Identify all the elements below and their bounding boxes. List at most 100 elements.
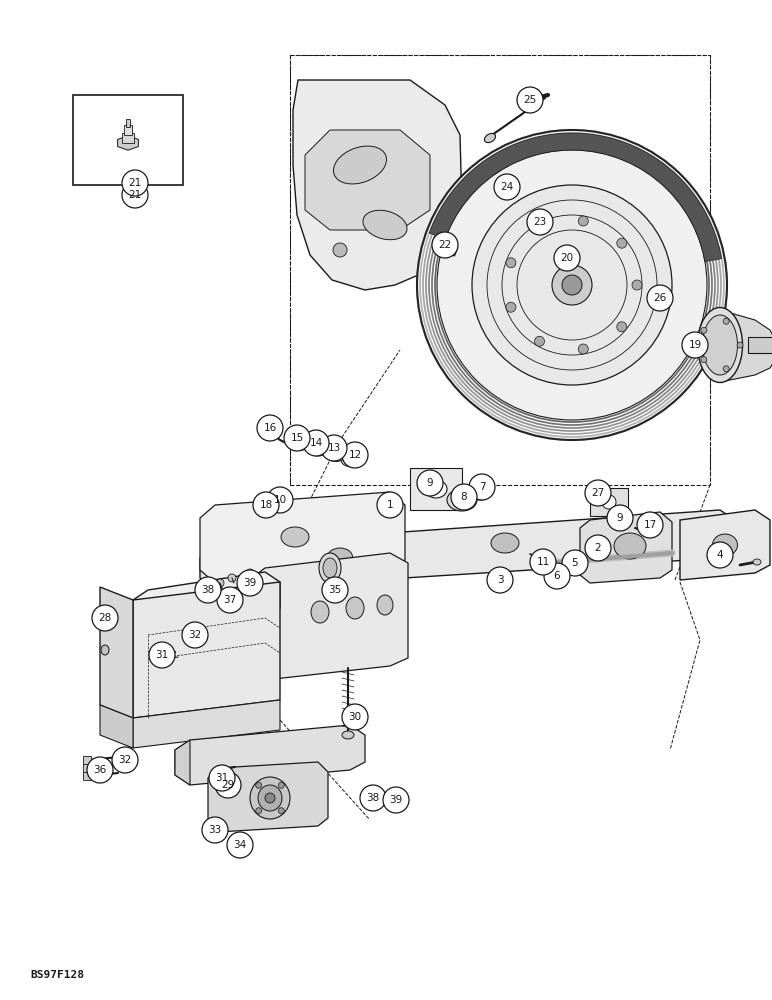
Circle shape <box>216 579 224 587</box>
Circle shape <box>647 285 673 311</box>
Polygon shape <box>580 512 672 583</box>
Polygon shape <box>100 705 133 748</box>
Ellipse shape <box>309 444 327 456</box>
Circle shape <box>530 549 556 575</box>
Circle shape <box>246 569 254 577</box>
Circle shape <box>534 224 544 234</box>
Ellipse shape <box>250 777 290 819</box>
Circle shape <box>632 280 642 290</box>
Ellipse shape <box>600 523 630 545</box>
Text: 9: 9 <box>617 513 623 523</box>
Ellipse shape <box>258 785 282 811</box>
Ellipse shape <box>713 534 737 556</box>
Text: 15: 15 <box>290 433 303 443</box>
Ellipse shape <box>334 146 387 184</box>
Text: 17: 17 <box>643 520 657 530</box>
Text: 21: 21 <box>128 178 141 188</box>
Circle shape <box>417 130 727 440</box>
Ellipse shape <box>753 559 761 565</box>
Circle shape <box>417 470 443 496</box>
Ellipse shape <box>101 645 109 655</box>
Text: 36: 36 <box>93 765 107 775</box>
Bar <box>83 772 91 780</box>
Bar <box>434 240 458 256</box>
Polygon shape <box>208 762 328 832</box>
Text: 32: 32 <box>118 755 131 765</box>
Ellipse shape <box>425 480 447 498</box>
Text: 4: 4 <box>716 550 723 560</box>
Polygon shape <box>200 492 405 583</box>
Text: 13: 13 <box>327 443 340 453</box>
Ellipse shape <box>292 440 308 450</box>
Circle shape <box>322 577 348 603</box>
Bar <box>83 764 91 772</box>
Circle shape <box>527 209 553 235</box>
Text: 11: 11 <box>537 557 550 567</box>
Text: 14: 14 <box>310 438 323 448</box>
Text: 38: 38 <box>201 585 215 595</box>
Circle shape <box>607 505 633 531</box>
Ellipse shape <box>319 553 341 583</box>
Ellipse shape <box>377 595 393 615</box>
Text: 38: 38 <box>367 793 380 803</box>
Circle shape <box>506 258 516 268</box>
Circle shape <box>279 782 284 788</box>
Ellipse shape <box>323 558 337 578</box>
Circle shape <box>723 318 730 324</box>
Text: 29: 29 <box>222 780 235 790</box>
Circle shape <box>723 366 730 372</box>
Circle shape <box>432 232 458 258</box>
Text: 39: 39 <box>389 795 403 805</box>
Ellipse shape <box>454 494 470 506</box>
Ellipse shape <box>296 442 304 448</box>
Text: 34: 34 <box>233 840 246 850</box>
Ellipse shape <box>703 315 737 375</box>
Text: 25: 25 <box>523 95 537 105</box>
Circle shape <box>122 170 148 196</box>
Bar <box>590 488 628 516</box>
Ellipse shape <box>447 489 477 511</box>
Polygon shape <box>680 510 770 580</box>
Circle shape <box>562 550 588 576</box>
Circle shape <box>554 245 580 271</box>
Bar <box>73 95 183 185</box>
Ellipse shape <box>346 597 364 619</box>
Ellipse shape <box>274 489 286 498</box>
Circle shape <box>112 747 138 773</box>
Circle shape <box>360 785 386 811</box>
Circle shape <box>578 216 588 226</box>
Polygon shape <box>133 582 280 718</box>
Ellipse shape <box>467 480 493 500</box>
Bar <box>262 422 278 434</box>
Ellipse shape <box>602 495 616 509</box>
Circle shape <box>701 357 707 363</box>
Circle shape <box>451 484 477 510</box>
Polygon shape <box>429 133 722 262</box>
Circle shape <box>253 492 279 518</box>
Bar <box>83 756 91 764</box>
Circle shape <box>469 474 495 500</box>
Bar <box>748 337 772 353</box>
Polygon shape <box>133 700 280 748</box>
Ellipse shape <box>485 133 496 143</box>
Text: 28: 28 <box>98 613 112 623</box>
Ellipse shape <box>347 456 357 464</box>
Polygon shape <box>175 725 365 785</box>
Circle shape <box>149 642 175 668</box>
Polygon shape <box>710 310 772 382</box>
Circle shape <box>267 487 293 513</box>
Circle shape <box>257 415 283 441</box>
Polygon shape <box>252 553 408 680</box>
Ellipse shape <box>341 453 363 467</box>
Circle shape <box>202 817 228 843</box>
Circle shape <box>377 492 403 518</box>
Text: 33: 33 <box>208 825 222 835</box>
Circle shape <box>383 787 409 813</box>
Text: 16: 16 <box>263 423 276 433</box>
Ellipse shape <box>363 210 407 240</box>
Text: BS97F128: BS97F128 <box>30 970 84 980</box>
Bar <box>126 119 130 127</box>
Text: 31: 31 <box>155 650 168 660</box>
Circle shape <box>87 757 113 783</box>
Circle shape <box>237 570 263 596</box>
